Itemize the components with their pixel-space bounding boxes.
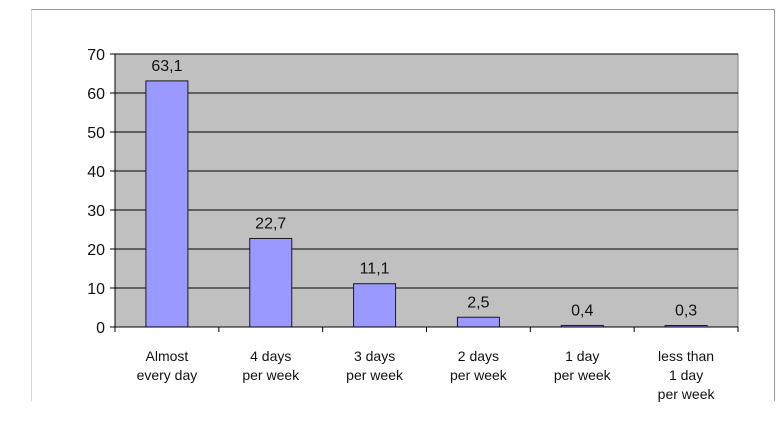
gridlines — [115, 53, 738, 289]
x-tick-label: 1 day per week — [554, 348, 612, 383]
x-tick-label-line: 1 day — [565, 348, 599, 364]
bar — [353, 283, 397, 328]
y-tick-label: 30 — [87, 203, 105, 220]
y-tick-label: 70 — [87, 47, 105, 64]
data-labels: 63,1 22,7 11,1 2,5 0,4 0,3 — [151, 58, 697, 320]
x-tick-label: 3 days per week — [346, 348, 404, 383]
data-label: 0,4 — [571, 302, 593, 319]
data-label: 2,5 — [467, 294, 489, 311]
x-tick-label-line: Almost — [146, 348, 189, 364]
bar — [249, 237, 293, 328]
x-tick-label-line: 1 day — [669, 367, 703, 383]
y-tick-label: 50 — [87, 125, 105, 142]
x-tick-label-line: per week — [554, 367, 612, 383]
data-label: 0,3 — [675, 303, 697, 320]
axes — [110, 53, 739, 332]
category-labels: Almost every day 4 days per week 3 days per w… — [137, 348, 716, 402]
y-tick-label: 0 — [96, 320, 105, 337]
x-tick-label-line: 2 days — [458, 348, 499, 364]
x-tick-label-line: 4 days — [250, 348, 291, 364]
x-tick-label-line: less than — [658, 348, 714, 364]
y-tick-label: 60 — [87, 86, 105, 103]
bars — [145, 80, 708, 328]
bar — [456, 316, 500, 328]
y-tick-label: 10 — [87, 281, 105, 298]
x-tick-label-line: 3 days — [354, 348, 395, 364]
data-label: 22,7 — [255, 215, 286, 232]
y-tick-label: 40 — [87, 164, 105, 181]
x-tick-label: less than 1 day per week — [658, 348, 716, 402]
x-tick-label: Almost every day — [137, 348, 198, 383]
x-tick-label: 2 days per week — [450, 348, 508, 383]
bar — [145, 80, 189, 328]
plot-area — [114, 53, 739, 328]
y-tick-labels: 0 10 20 30 40 50 60 70 — [87, 47, 105, 337]
x-tick-label-line: every day — [137, 367, 198, 383]
x-tick-label: 4 days per week — [242, 348, 300, 383]
y-tick-label: 20 — [87, 242, 105, 259]
x-tick-label-line: per week — [450, 367, 508, 383]
x-tick-label-line: per week — [658, 386, 716, 402]
x-tick-label-line: per week — [346, 367, 404, 383]
data-label: 11,1 — [360, 261, 390, 278]
data-label: 63,1 — [151, 58, 182, 75]
x-tick-label-line: per week — [242, 367, 300, 383]
